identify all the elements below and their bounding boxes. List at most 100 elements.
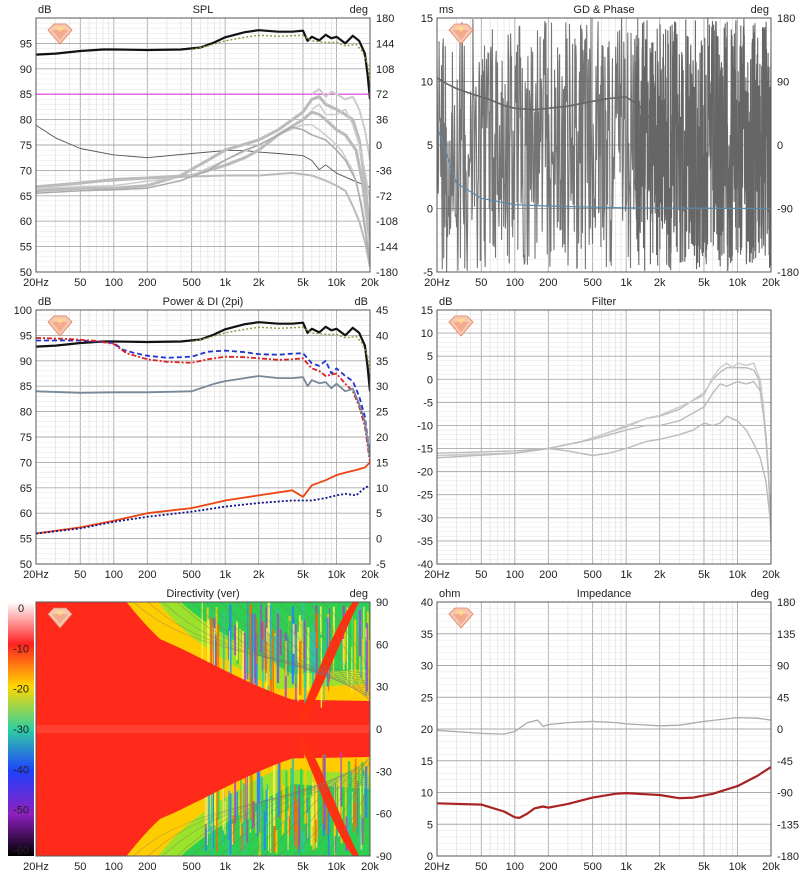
y2-tick-label: 180 [376,13,394,25]
x-tick-label: 500 [182,277,200,289]
y2-tick-label: 10 [376,483,388,495]
x-tick-label: 5k [698,861,710,873]
y-tick-label: 10 [421,328,433,340]
series-group [437,77,771,210]
plot-frame [35,17,371,273]
series-group [36,29,370,268]
y-tick-label: 15 [421,756,433,768]
y-tick-label: 5 [427,351,433,363]
x-tick-label: 20Hz [424,861,450,873]
y-tick-label: 10 [421,788,433,800]
y-tick-label: 5 [427,819,433,831]
colorbar-tick-label: -60 [13,845,29,857]
y-tick-label: 60 [20,508,32,520]
x-tick-label: 10k [729,277,747,289]
y2-tick-label: -90 [777,788,793,800]
y2-axis-unit: deg [350,4,368,16]
colorbar-tick-label: -20 [13,684,29,696]
y2-tick-label: -30 [376,766,392,778]
x-tick-label: 200 [539,277,557,289]
x-tick-label: 200 [138,861,156,873]
y2-tick-label: 30 [376,381,388,393]
y2-tick-label: 135 [777,629,795,641]
phase-trace [437,18,771,272]
series-line [437,380,771,518]
y-tick-label: 55 [20,534,32,546]
series-group [36,321,370,535]
series-line [191,326,370,372]
x-tick-label: 200 [138,569,156,581]
series-line [36,29,370,100]
logo-icon [448,315,474,337]
logo-icon [448,23,474,45]
y-axis-unit: dB [38,296,51,308]
chart-power: 50 55 60 65 70 75 80 85 90 95 100 -5 0 5 10 15 20 25 30 35 4… [14,296,389,581]
x-tick-label: 20k [762,569,780,581]
series-line [437,125,771,210]
x-tick-label: 20k [361,861,379,873]
x-tick-label: 20k [762,861,780,873]
y2-axis-unit: deg [751,4,769,16]
x-tick-label: 100 [105,861,123,873]
y2-tick-label: -108 [376,216,398,228]
chart-impedance: 0 5 10 15 20 25 30 35 40 -180 -135 -90 -45 0 45 90 135 18… [421,588,799,873]
y-tick-label: 30 [421,661,433,673]
y-tick-label: 50 [20,267,32,279]
y2-axis-unit: deg [751,588,769,600]
y2-tick-label: 36 [376,115,388,127]
chart-title: GD & Phase [573,4,634,16]
x-tick-label: 20Hz [424,569,450,581]
colorbar [8,602,34,856]
y-tick-label: 85 [20,381,32,393]
logo-icon [47,607,73,629]
y-tick-label: 80 [20,407,32,419]
x-tick-label: 20Hz [23,569,49,581]
y-tick-label: -20 [417,467,433,479]
y-tick-label: 85 [20,89,32,101]
colorbar-tick-label: -40 [13,764,29,776]
y2-axis-unit: dB [355,296,368,308]
x-tick-label: 100 [506,569,524,581]
chart-title: Directivity (ver) [166,588,239,600]
y2-tick-label: -90 [777,204,793,216]
x-tick-label: 100 [105,277,123,289]
y-tick-label: -5 [423,267,433,279]
directivity-map [36,602,370,856]
plot-frame [35,601,371,857]
y-tick-label: 95 [20,38,32,50]
series-line [36,126,370,267]
chart-title: Power & DI (2pi) [163,296,244,308]
y2-tick-label: 144 [376,38,394,50]
series-line [191,34,370,80]
y-tick-label: 40 [421,597,433,609]
y2-tick-label: 72 [376,89,388,101]
y2-tick-label: 0 [777,724,783,736]
x-tick-label: 1k [620,277,632,289]
y-tick-label: 0 [427,851,433,863]
x-tick-label: 10k [328,569,346,581]
x-tick-label: 20Hz [23,861,49,873]
y2-axis-unit: deg [350,588,368,600]
grid [35,17,371,273]
x-tick-label: 500 [583,277,601,289]
grid [35,309,371,565]
x-tick-label: 500 [182,569,200,581]
y-tick-label: 75 [20,432,32,444]
y2-tick-label: -36 [376,165,392,177]
y-tick-label: 65 [20,191,32,203]
x-tick-label: 200 [539,569,557,581]
series-line [36,171,370,268]
y-tick-label: 90 [20,64,32,76]
chart-title: SPL [193,4,214,16]
y2-tick-label: -180 [777,851,799,863]
x-tick-label: 5k [297,569,309,581]
y-axis-unit: dB [38,4,51,16]
x-tick-label: 2k [654,861,666,873]
y-tick-label: 0 [427,204,433,216]
logo-icon [448,607,474,629]
y2-tick-label: -90 [376,851,392,863]
y-tick-label: 50 [20,559,32,571]
y2-tick-label: 30 [376,682,388,694]
series-line [36,339,370,458]
y2-tick-label: -72 [376,191,392,203]
